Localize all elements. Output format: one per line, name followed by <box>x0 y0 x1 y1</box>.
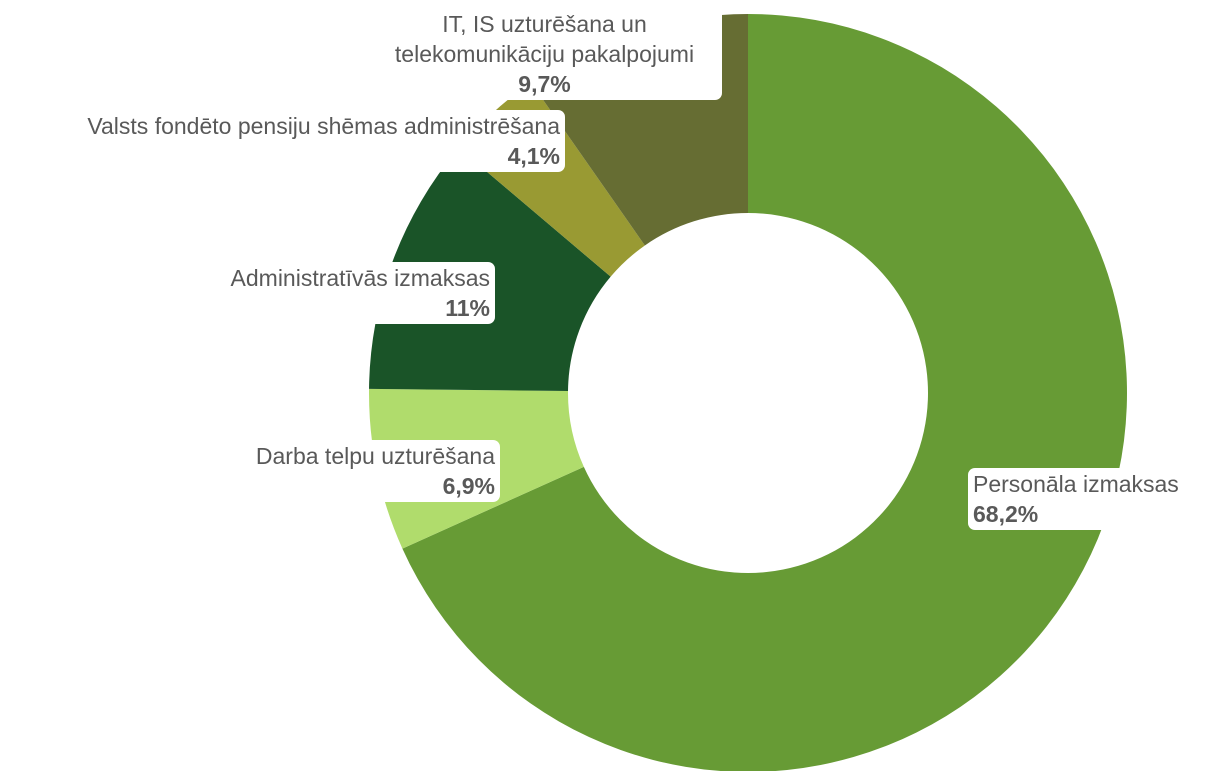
category-label: IT, IS uzturēšana un telekomunikāciju pa… <box>394 11 695 67</box>
slice-label: Valsts fondēto pensiju shēmas administrē… <box>82 110 565 172</box>
slice <box>402 14 1127 771</box>
category-label: Darba telpu uzturēšana <box>255 443 495 469</box>
value-label: 6,9% <box>442 473 495 499</box>
slice-label: Darba telpu uzturēšana 6,9% <box>250 440 500 502</box>
category-label: Personāla izmaksas <box>973 471 1179 497</box>
value-label: 9,7% <box>518 71 571 97</box>
slice-label: Personāla izmaksas 68,2% <box>968 468 1184 530</box>
value-label: 4,1% <box>507 143 560 169</box>
value-label: 68,2% <box>973 501 1039 527</box>
value-label: 11% <box>445 295 490 321</box>
slice-label: IT, IS uzturēšana un telekomunikāciju pa… <box>367 8 722 100</box>
slice-label: Administratīvās izmaksas 11% <box>225 262 495 324</box>
category-label: Valsts fondēto pensiju shēmas administrē… <box>87 113 560 139</box>
category-label: Administratīvās izmaksas <box>230 265 490 291</box>
